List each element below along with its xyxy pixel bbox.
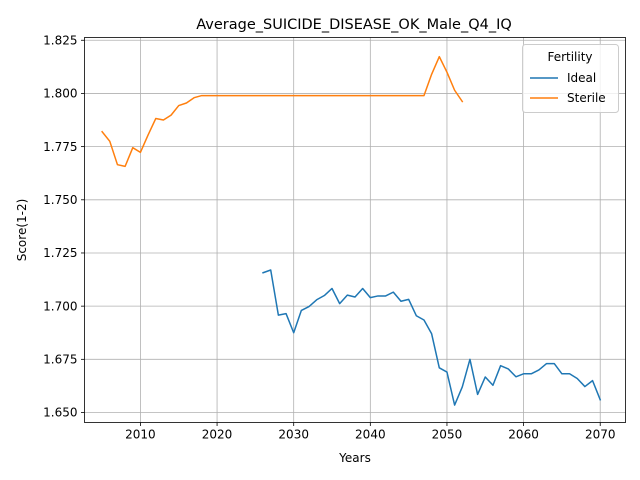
- x-tick-label: 2060: [508, 428, 539, 442]
- y-axis-title: Score(1-2): [15, 199, 29, 262]
- x-tick-label: 2030: [278, 428, 309, 442]
- y-tick-label: 1.675: [43, 353, 77, 367]
- legend: Fertility Ideal Sterile: [522, 44, 619, 113]
- x-tick-label: 2020: [202, 428, 233, 442]
- legend-title: Fertility: [547, 50, 592, 64]
- y-tick-label: 1.825: [43, 33, 77, 47]
- y-axis: 1.650 1.675 1.700 1.725 1.750 1.775 1.800 1.825: [43, 33, 85, 420]
- x-axis-title: Years: [338, 451, 371, 465]
- series-line-sterile: [101, 55, 464, 168]
- x-tick-label: 2040: [355, 428, 386, 442]
- legend-box: [522, 44, 619, 113]
- x-tick-label: 2010: [125, 428, 156, 442]
- x-tick-label: 2070: [585, 428, 616, 442]
- legend-label-ideal: Ideal: [567, 71, 596, 85]
- x-axis: 2010 2020 2030 2040 2050 2060 2070: [125, 422, 616, 442]
- y-tick-label: 1.725: [43, 246, 77, 260]
- chart-title: Average_SUICIDE_DISEASE_OK_Male_Q4_IQ: [196, 17, 512, 33]
- y-tick-label: 1.775: [43, 140, 77, 154]
- x-tick-label: 2050: [432, 428, 463, 442]
- y-tick-label: 1.750: [43, 193, 77, 207]
- y-tick-label: 1.800: [43, 87, 77, 101]
- legend-label-sterile: Sterile: [567, 91, 606, 105]
- series-line-ideal: [262, 269, 602, 406]
- y-tick-label: 1.650: [43, 406, 77, 420]
- plot-frame: [84, 37, 626, 423]
- series-layer: [101, 55, 602, 406]
- y-tick-label: 1.700: [43, 299, 77, 313]
